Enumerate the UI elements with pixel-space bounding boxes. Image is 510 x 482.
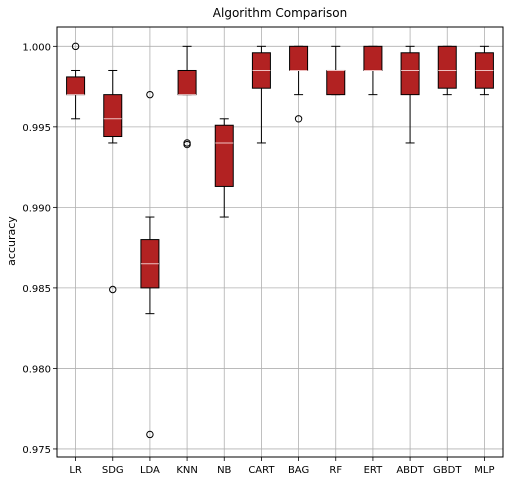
x-tick-label: ABDT	[396, 465, 424, 476]
box-body	[214, 124, 234, 187]
outlier-point	[146, 430, 154, 439]
x-tick-label: NB	[217, 465, 231, 476]
box-ert	[363, 45, 383, 96]
box-sdg	[103, 69, 123, 294]
box-nb	[214, 118, 234, 218]
box-cart	[251, 45, 271, 144]
tick-layer: 0.975 0.980 0.985 0.990 0.995 1.000 LR SDG LDA KN…	[22, 42, 494, 476]
x-tick-label: CART	[248, 465, 275, 476]
outlier-point	[109, 285, 117, 294]
box-bag	[289, 45, 309, 123]
box-knn	[177, 45, 197, 149]
box-body	[437, 45, 457, 89]
x-tick-label: MLP	[474, 465, 494, 476]
box-lr	[66, 42, 86, 120]
plot-frame	[56, 26, 504, 458]
y-tick-label: 0.975	[22, 445, 51, 456]
box-body	[326, 69, 346, 96]
x-tick-label: SDG	[102, 465, 124, 476]
box-body	[66, 76, 86, 96]
grid-layer	[57, 27, 503, 457]
y-tick-label: 1.000	[22, 42, 51, 53]
x-tick-label: LR	[69, 465, 82, 476]
outlier-point	[294, 115, 303, 123]
box-body	[363, 45, 383, 71]
y-tick-label: 0.980	[22, 364, 51, 375]
outlier-point	[146, 90, 154, 99]
box-rf	[326, 45, 346, 96]
outlier-point	[71, 42, 80, 51]
box-lda	[140, 90, 160, 439]
x-tick-label: GBDT	[433, 465, 462, 476]
y-tick-label: 0.995	[22, 123, 51, 134]
box-body	[177, 69, 197, 96]
box-mlp	[474, 45, 494, 96]
x-tick-label: RF	[329, 465, 342, 476]
box-body	[103, 94, 123, 138]
box-layer	[66, 42, 494, 439]
box-abdt	[400, 45, 420, 144]
x-tick-label: KNN	[176, 465, 198, 476]
y-tick-label: 0.990	[22, 203, 51, 214]
y-tick-label: 0.985	[22, 284, 51, 295]
y-axis-label: accuracy	[5, 216, 18, 266]
box-body	[400, 52, 420, 96]
outlier-point	[183, 140, 191, 149]
chart-title: Algorithm Comparison	[213, 6, 347, 20]
x-tick-label: LDA	[140, 465, 160, 476]
x-tick-label: ERT	[364, 465, 384, 476]
x-tick-label: BAG	[288, 465, 309, 476]
box-body	[289, 45, 309, 71]
box-gbdt	[437, 45, 457, 96]
